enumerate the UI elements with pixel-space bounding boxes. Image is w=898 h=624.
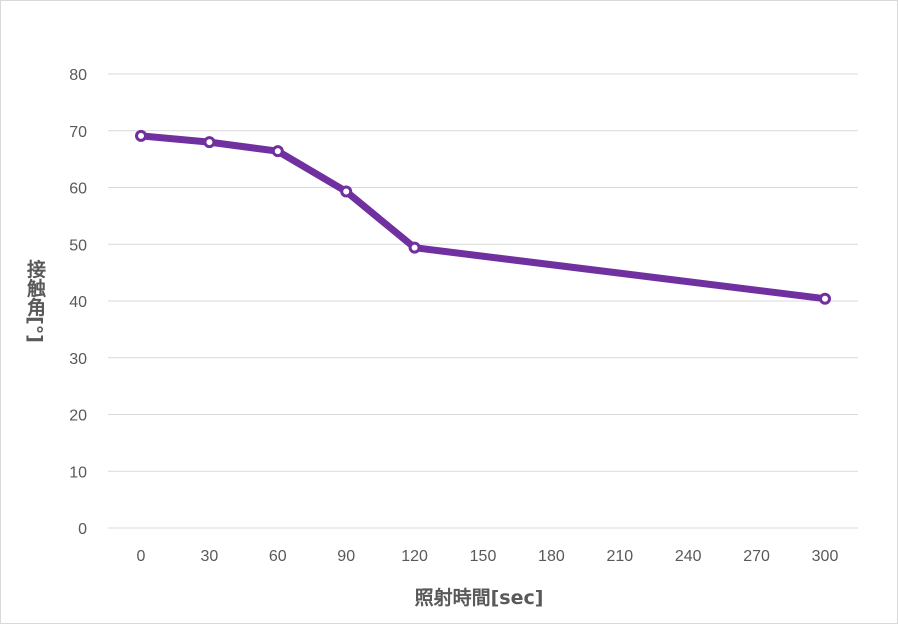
data-point: [203, 136, 216, 149]
data-point: [135, 129, 147, 142]
data-point: [408, 241, 421, 254]
data-point: [271, 145, 284, 158]
x-tick-label: 300: [812, 548, 839, 565]
y-tick-label: 60: [69, 181, 87, 198]
y-tick-labels: 0 10 20 30 40 50 60 70 80: [69, 67, 87, 538]
y-tick-label: 10: [69, 464, 87, 481]
data-point: [340, 185, 353, 198]
x-tick-label: 180: [538, 548, 565, 565]
x-tick-label: 120: [401, 548, 428, 565]
data-point: [819, 292, 831, 305]
series-lines: [137, 132, 829, 303]
y-tick-label: 50: [69, 237, 87, 254]
y-tick-label: 80: [69, 67, 87, 84]
series-points: [135, 129, 831, 305]
y-axis-title: 接触角[°]: [24, 259, 46, 343]
x-tick-label: 270: [743, 548, 770, 565]
x-tick-label: 0: [137, 548, 146, 565]
x-tick-label: 210: [606, 548, 633, 565]
x-tick-label: 30: [201, 548, 219, 565]
y-tick-label: 30: [69, 351, 87, 368]
series-line-0: [137, 132, 829, 303]
x-tick-label: 240: [675, 548, 702, 565]
x-tick-label: 150: [470, 548, 497, 565]
x-tick-label: 90: [337, 548, 355, 565]
y-tick-label: 0: [78, 521, 87, 538]
y-tick-label: 40: [69, 294, 87, 311]
y-tick-label: 70: [69, 124, 87, 141]
gridlines: [108, 73, 858, 529]
y-tick-label: 20: [69, 408, 87, 425]
x-axis-title: 照射時間[sec]: [415, 586, 544, 609]
x-tick-label: 60: [269, 548, 287, 565]
x-tick-labels: 0 30 60 90 120 150 180 210 240 270 300: [137, 548, 839, 565]
